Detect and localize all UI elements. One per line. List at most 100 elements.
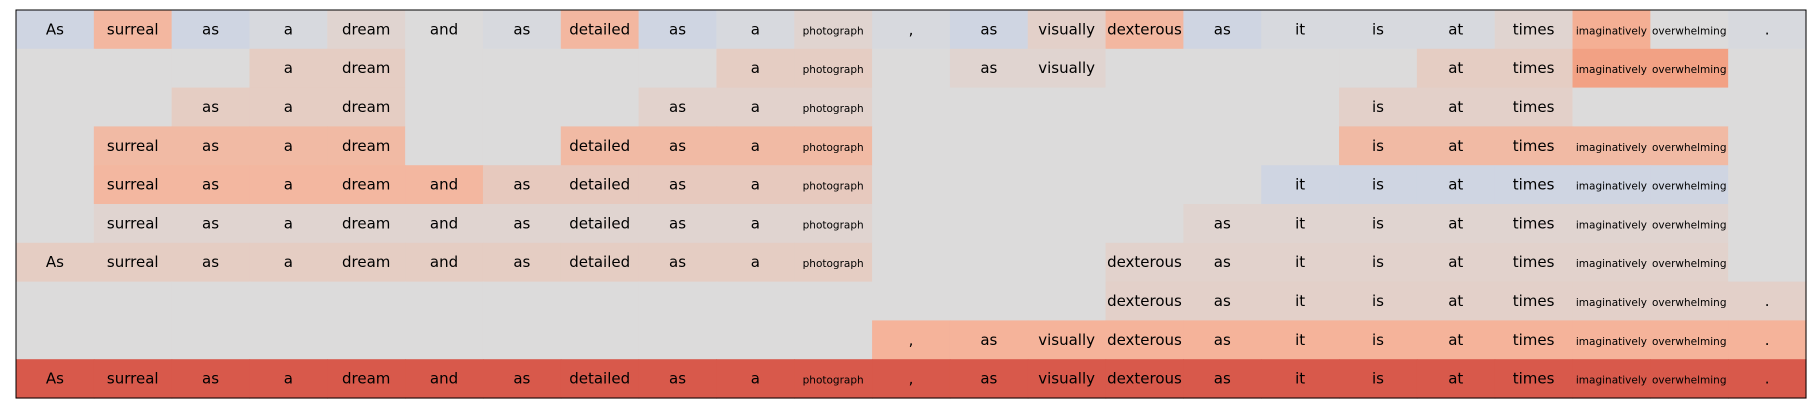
heatmap-cell	[560, 359, 640, 399]
heatmap-cell	[1261, 10, 1340, 50]
heatmap-cell	[949, 48, 1029, 89]
heatmap-cell	[405, 281, 484, 321]
heatmap-cell	[327, 320, 406, 360]
token-label: and	[430, 370, 458, 388]
heatmap-cell	[638, 10, 718, 50]
heatmap-cell	[1183, 359, 1262, 399]
heatmap-cell	[1183, 320, 1262, 360]
token-label: at	[1448, 20, 1463, 38]
heatmap-cell	[638, 48, 718, 89]
heatmap-cell	[171, 320, 251, 360]
token-label: detailed	[569, 214, 630, 232]
heatmap-cell	[249, 10, 328, 50]
heatmap-cell	[405, 359, 484, 399]
heatmap-cell	[1650, 281, 1729, 321]
heatmap-cell	[949, 242, 1029, 283]
heatmap-cell	[1650, 126, 1729, 166]
heatmap-cell	[171, 204, 251, 244]
token-label: a	[751, 98, 760, 116]
token-label: surreal	[107, 176, 159, 194]
token-label: a	[751, 59, 760, 77]
heatmap-cell	[1728, 165, 1807, 205]
heatmap-cell	[405, 320, 484, 360]
heatmap-cell	[1183, 242, 1262, 283]
heatmap-cell	[327, 126, 406, 166]
heatmap-token-labels: As surreal as a dream and as detailed as a photogr…	[46, 20, 1770, 387]
token-label: times	[1513, 176, 1555, 194]
token-label: as	[980, 59, 997, 77]
heatmap-cell	[171, 10, 251, 50]
token-label: imaginatively	[1576, 375, 1647, 387]
heatmap-cell	[1261, 242, 1340, 283]
token-label: dexterous	[1107, 370, 1182, 388]
token-label: as	[669, 253, 686, 271]
heatmap-cell	[872, 281, 951, 321]
token-label: detailed	[569, 20, 630, 38]
heatmap-cell	[1572, 87, 1651, 127]
token-label: is	[1372, 292, 1384, 310]
token-label: as	[669, 214, 686, 232]
heatmap-cell	[794, 10, 873, 50]
token-label: photograph	[803, 142, 864, 154]
token-label: dream	[342, 59, 390, 77]
token-label: times	[1513, 292, 1555, 310]
heatmap-cell	[327, 359, 406, 399]
heatmap-cell	[1183, 281, 1262, 321]
token-label: overwhelming	[1652, 181, 1727, 193]
heatmap-cell	[1494, 165, 1574, 205]
heatmap-cell	[1572, 242, 1651, 283]
token-label: as	[980, 331, 997, 349]
token-label: times	[1513, 214, 1555, 232]
heatmap-cell	[16, 204, 95, 244]
token-label: as	[669, 98, 686, 116]
heatmap-cell	[1650, 204, 1729, 244]
heatmap-cell	[1105, 320, 1184, 360]
token-label: dexterous	[1107, 292, 1182, 310]
heatmap-cell	[405, 126, 484, 166]
heatmap-cell	[482, 281, 562, 321]
token-label: overwhelming	[1652, 142, 1727, 154]
heatmap-cell	[93, 204, 173, 244]
heatmap-cell	[482, 320, 562, 360]
token-label: and	[430, 20, 458, 38]
token-label: imaginatively	[1576, 219, 1647, 231]
token-label: photograph	[803, 258, 864, 270]
token-label: a	[284, 214, 293, 232]
heatmap-cell	[482, 359, 562, 399]
heatmap-cell	[949, 204, 1029, 244]
heatmap-cell	[327, 48, 406, 89]
heatmap-cell	[794, 48, 873, 89]
token-label: surreal	[107, 20, 159, 38]
heatmap-cell	[1494, 126, 1574, 166]
heatmap-cell	[716, 281, 795, 321]
heatmap-cell	[1105, 48, 1184, 89]
heatmap-cell	[1339, 10, 1418, 50]
heatmap-cell	[560, 242, 640, 283]
heatmap-cell	[327, 281, 406, 321]
heatmap-cell	[794, 281, 873, 321]
token-label: a	[284, 98, 293, 116]
heatmap-cell	[716, 165, 795, 205]
heatmap-cell	[405, 242, 484, 283]
token-label: As	[46, 20, 64, 38]
heatmap-cell	[1572, 48, 1651, 89]
token-label: at	[1448, 370, 1463, 388]
heatmap-cell	[872, 359, 951, 399]
token-label: a	[284, 137, 293, 155]
heatmap-cell	[93, 126, 173, 166]
token-label: ,	[909, 370, 914, 388]
token-label: dexterous	[1107, 253, 1182, 271]
token-label: as	[513, 176, 530, 194]
token-label: it	[1295, 214, 1305, 232]
token-label: at	[1448, 214, 1463, 232]
heatmap-cell	[1494, 87, 1574, 127]
heatmap-cell	[560, 126, 640, 166]
token-label: photograph	[803, 219, 864, 231]
heatmap-cell	[1650, 359, 1729, 399]
token-label: a	[751, 176, 760, 194]
token-label: dream	[342, 20, 390, 38]
token-label: visually	[1038, 20, 1095, 38]
token-label: .	[1765, 292, 1770, 310]
heatmap-cell	[1027, 165, 1107, 205]
token-label: imaginatively	[1576, 25, 1647, 37]
